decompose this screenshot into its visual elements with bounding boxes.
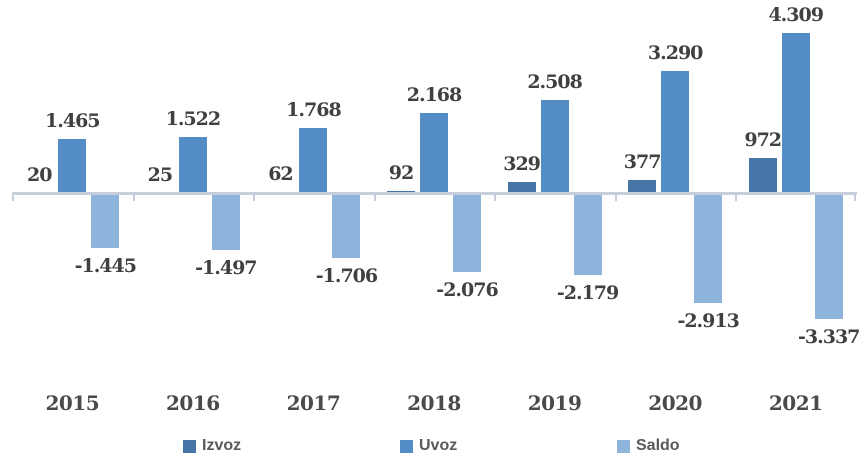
value-label-saldo-2015: -1.445	[74, 255, 137, 277]
value-label-izvoz-2016: 25	[147, 164, 173, 186]
legend-label-uvoz: Uvoz	[419, 437, 458, 454]
bar-izvoz-2019	[507, 182, 536, 194]
legend-label-izvoz: Izvoz	[202, 437, 242, 454]
value-label-uvoz-2019: 2.508	[527, 71, 582, 93]
value-label-uvoz-2017: 1.768	[286, 99, 341, 121]
bar-uvoz-2017	[299, 128, 328, 194]
x-axis-tick	[253, 195, 256, 201]
bar-uvoz-2020	[661, 71, 690, 194]
value-label-uvoz-2015: 1.465	[45, 110, 100, 132]
value-label-izvoz-2019: 329	[503, 153, 541, 175]
bar-izvoz-2020	[628, 180, 657, 194]
x-axis-label-2018: 2018	[407, 391, 461, 415]
value-label-saldo-2016: -1.497	[195, 257, 257, 279]
saldo-swatch-icon	[617, 439, 630, 453]
x-axis-label-2016: 2016	[166, 391, 220, 415]
value-label-uvoz-2020: 3.290	[647, 42, 703, 64]
x-axis-label-2017: 2017	[286, 391, 341, 415]
value-label-saldo-2019: -2.179	[556, 282, 619, 304]
x-axis-tick	[12, 195, 14, 201]
x-axis-tick	[854, 195, 856, 201]
value-label-saldo-2017: -1.706	[315, 265, 378, 287]
value-label-izvoz-2018: 92	[388, 162, 414, 184]
legend-label-saldo: Saldo	[636, 437, 680, 454]
bar-uvoz-2019	[540, 100, 569, 194]
x-axis-tick	[614, 195, 617, 201]
value-label-saldo-2021: -3.337	[798, 326, 860, 348]
x-axis-tick	[373, 195, 376, 201]
bar-izvoz-2021	[748, 158, 777, 194]
legend-item-uvoz: Uvoz	[400, 438, 457, 454]
x-axis-label-2020: 2020	[648, 391, 702, 415]
x-axis-tick	[132, 195, 135, 201]
value-label-saldo-2018: -2.076	[436, 279, 498, 301]
bar-uvoz-2018	[420, 113, 448, 194]
bar-saldo-2016	[211, 194, 240, 250]
bar-saldo-2021	[814, 194, 843, 319]
value-label-izvoz-2017: 62	[268, 163, 293, 185]
x-axis-tick	[735, 195, 738, 201]
value-label-uvoz-2016: 1.522	[165, 108, 221, 130]
value-label-izvoz-2015: 20	[27, 164, 52, 186]
legend-item-saldo: Saldo	[617, 438, 680, 454]
bar-saldo-2015	[91, 194, 120, 248]
x-axis-label-2019: 2019	[527, 391, 582, 415]
value-label-uvoz-2021: 4.309	[768, 4, 823, 26]
value-label-uvoz-2018: 2.168	[406, 84, 462, 106]
bar-saldo-2020	[694, 194, 723, 303]
x-axis-label-2015: 2015	[45, 391, 100, 415]
izvoz-swatch-icon	[183, 439, 196, 453]
x-axis-label-2021: 2021	[768, 391, 823, 415]
bar-saldo-2017	[332, 194, 361, 258]
bar-saldo-2019	[573, 194, 602, 275]
x-axis-tick	[494, 195, 497, 201]
bar-uvoz-2015	[58, 139, 87, 194]
bar-saldo-2018	[453, 194, 481, 272]
legend: Izvoz Uvoz Saldo	[0, 438, 863, 458]
value-label-izvoz-2021: 972	[744, 129, 782, 151]
x-axis-line	[12, 192, 857, 195]
bar-uvoz-2021	[781, 33, 810, 194]
value-label-saldo-2020: -2.913	[677, 310, 739, 332]
value-label-izvoz-2020: 377	[623, 151, 662, 173]
uvoz-swatch-icon	[400, 439, 413, 453]
bar-uvoz-2016	[178, 137, 207, 194]
legend-item-izvoz: Izvoz	[183, 438, 241, 454]
